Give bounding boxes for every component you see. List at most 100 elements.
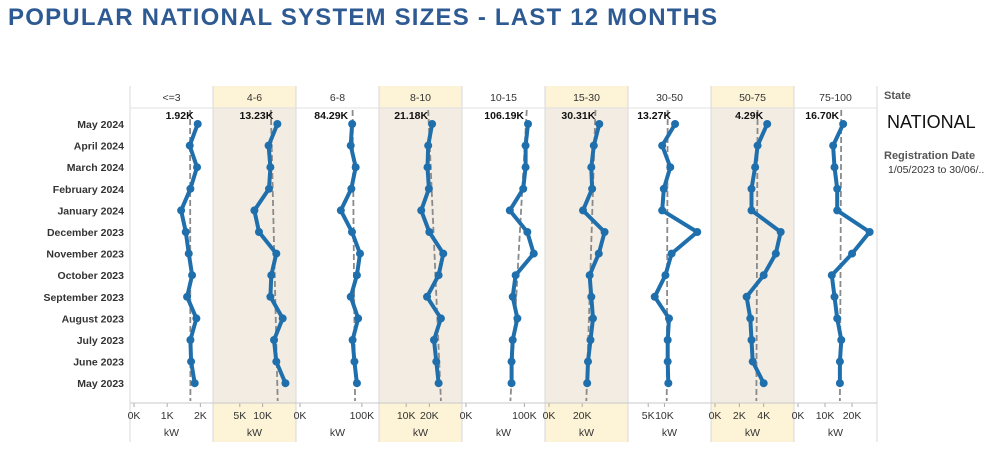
data-point [439, 249, 448, 258]
axis-tick-label: 5K [642, 410, 655, 422]
data-point [830, 292, 839, 301]
data-label: 4.29K [735, 110, 763, 122]
data-point [511, 271, 520, 280]
data-point [587, 163, 596, 172]
data-point [254, 228, 263, 236]
panel-axis-bg [545, 403, 628, 442]
data-point [747, 336, 756, 344]
data-point [763, 120, 772, 128]
data-point [588, 314, 597, 323]
month-label: November 2023 [46, 249, 124, 261]
panel-header-bg [213, 86, 296, 108]
data-point [583, 379, 592, 388]
data-point [519, 184, 528, 193]
panel-header-label: 8-10 [410, 92, 431, 104]
data-point [185, 141, 194, 150]
trend-line [427, 109, 442, 402]
date-filter-label: Registration Date [884, 150, 976, 162]
month-label: October 2023 [57, 270, 124, 282]
axis-tick-label: 5K [233, 410, 246, 422]
data-point [693, 228, 702, 236]
data-point [183, 292, 192, 301]
panel-header-bg [545, 86, 628, 108]
data-point [434, 271, 443, 280]
data-point [423, 163, 432, 172]
data-point [586, 336, 595, 344]
data-label: 13.27K [637, 110, 671, 122]
data-point [266, 163, 275, 172]
month-label: December 2023 [47, 227, 124, 239]
data-point [837, 336, 846, 344]
data-point [193, 163, 202, 172]
axis-tick-label: 0K [792, 410, 805, 422]
data-point [833, 184, 842, 193]
data-point [830, 163, 839, 172]
data-point [524, 120, 533, 128]
axis-tick-label: 10K [253, 410, 272, 422]
data-point [192, 314, 201, 323]
data-point [759, 271, 768, 280]
date-filter-value[interactable]: 1/05/2023 to 30/06/.. [888, 164, 985, 176]
data-point [270, 336, 279, 344]
data-point [664, 314, 673, 323]
axis-unit-label: kW [496, 427, 511, 439]
axis-unit-label: kW [330, 427, 345, 439]
data-point [346, 141, 355, 150]
axis-unit-label: kW [413, 427, 428, 439]
data-point [273, 120, 282, 128]
panel-band-bg [379, 108, 462, 403]
data-point [507, 379, 516, 388]
data-point [521, 141, 530, 150]
data-point [661, 271, 670, 280]
month-label: May 2024 [77, 119, 124, 131]
data-point [583, 357, 592, 366]
data-point [354, 314, 363, 323]
axis-unit-label: kW [247, 427, 262, 439]
data-point [272, 357, 281, 366]
axis-unit-label: kW [828, 427, 843, 439]
panel-header-bg [379, 86, 462, 108]
axis-tick-label: 2K [194, 410, 207, 422]
axis-unit-label: kW [579, 427, 594, 439]
data-point [428, 120, 437, 128]
axis-tick-label: 0K [294, 410, 307, 422]
data-point [352, 271, 361, 280]
series-line [652, 122, 700, 386]
data-point [827, 271, 836, 280]
data-point [579, 206, 588, 215]
data-point [835, 357, 844, 366]
data-point [746, 314, 755, 323]
data-point [671, 120, 680, 128]
axis-tick-label: 1K [161, 410, 174, 422]
data-label: 21.18K [394, 110, 428, 122]
data-point [281, 379, 290, 388]
axis-tick-label: 20K [573, 410, 592, 422]
data-point [267, 271, 276, 280]
month-label: January 2024 [57, 205, 124, 217]
data-point [587, 292, 596, 301]
panel-header-label: 4-6 [247, 92, 262, 104]
panel-header-label: 75-100 [819, 92, 852, 104]
data-point [666, 163, 675, 172]
data-point [658, 206, 667, 215]
data-label: 84.29K [314, 110, 348, 122]
data-point [771, 249, 780, 258]
data-point [595, 120, 604, 128]
data-point [417, 206, 426, 215]
data-point [753, 141, 762, 150]
axis-tick-label: 10K [397, 410, 416, 422]
data-point [429, 336, 438, 344]
data-point [835, 379, 844, 388]
panel-band-bg [545, 108, 628, 403]
panel-header-label: 50-75 [739, 92, 766, 104]
data-point [664, 379, 673, 388]
data-point [589, 141, 598, 150]
data-point [659, 184, 668, 193]
data-point [425, 228, 434, 236]
data-point [356, 249, 365, 258]
state-filter-value[interactable]: NATIONAL [887, 112, 976, 132]
data-point [348, 120, 357, 128]
data-point [187, 357, 196, 366]
data-point [663, 357, 672, 366]
axis-tick-label: 0K [128, 410, 141, 422]
